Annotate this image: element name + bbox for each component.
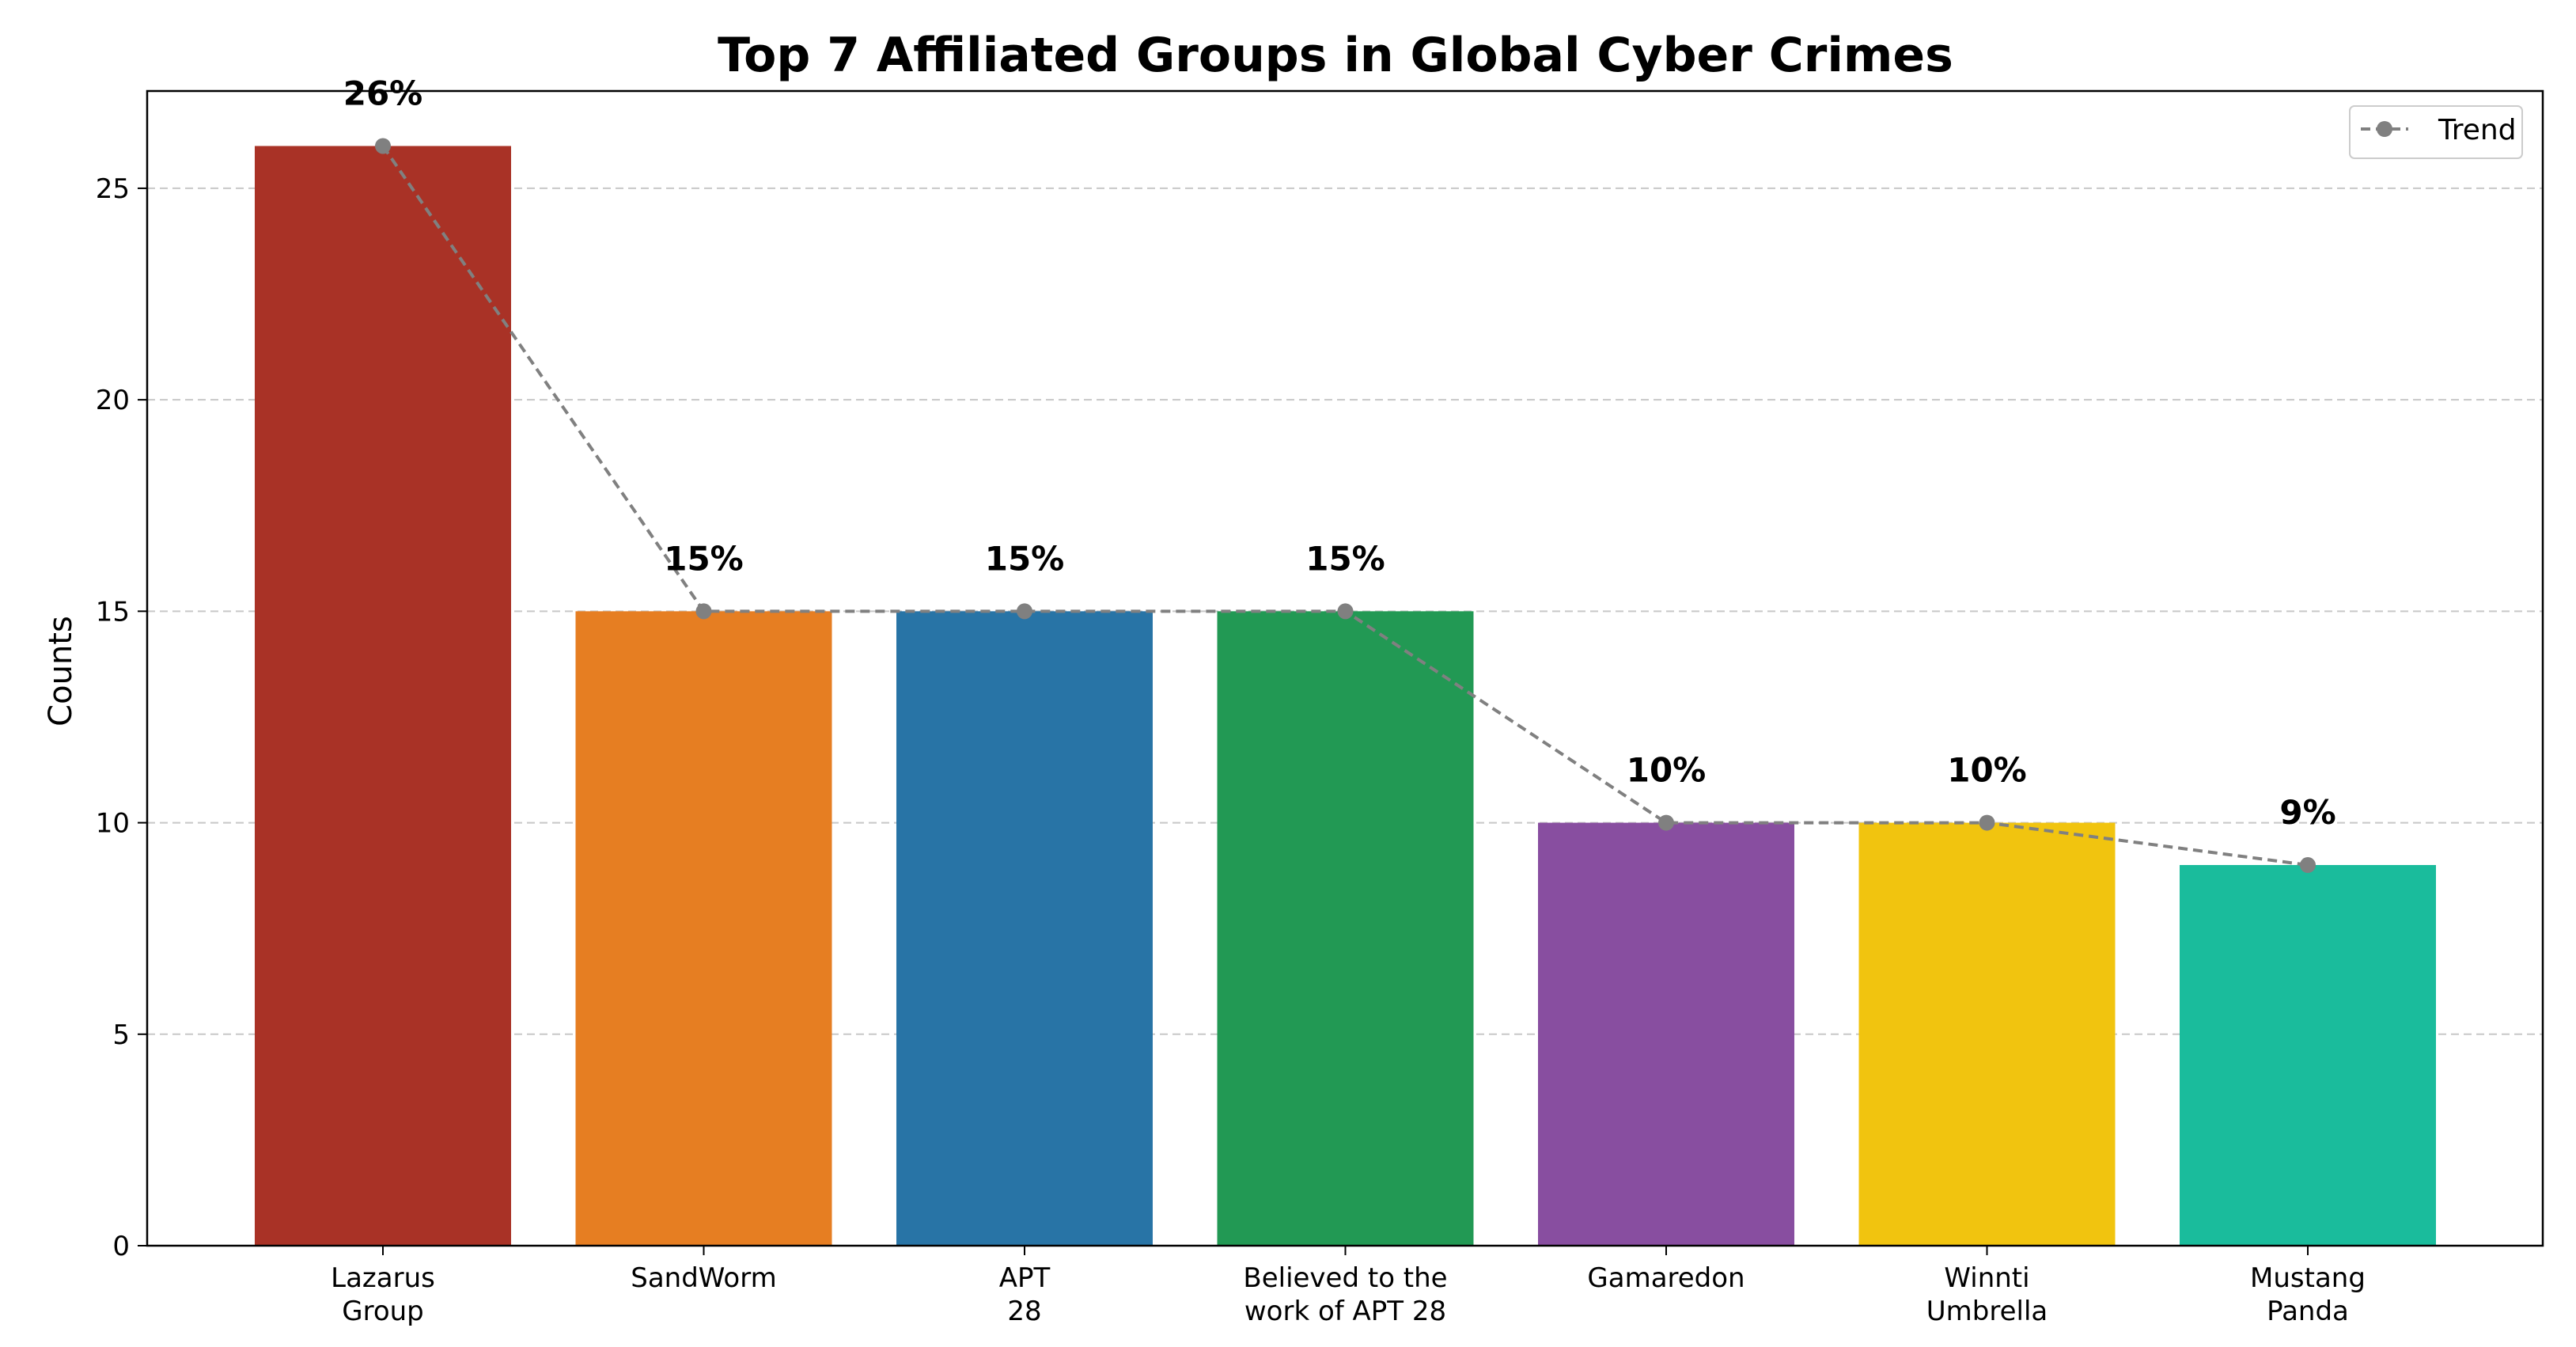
x-tick-label-line: Gamaredon	[1587, 1262, 1744, 1294]
y-tick-label: 0	[112, 1231, 130, 1262]
x-tick-label: APT 28	[999, 1262, 1051, 1327]
x-tick-label-line: Lazarus	[331, 1262, 435, 1294]
x-tick-label-line: work of APT 28	[1244, 1296, 1446, 1327]
bar	[2180, 865, 2436, 1246]
x-tick-label-line: Umbrella	[1926, 1296, 2048, 1327]
legend-trend-marker	[2377, 121, 2392, 137]
x-tick-label-line: Winnti	[1944, 1262, 2029, 1294]
legend-trend-label: Trend	[2438, 114, 2517, 146]
trend-marker	[2300, 857, 2316, 874]
bar	[1538, 822, 1794, 1246]
data-label: 26%	[343, 74, 423, 112]
data-label: 9%	[2279, 793, 2335, 832]
bar	[575, 611, 832, 1246]
legend: Trend	[2349, 105, 2523, 159]
x-tick-label: Mustang Panda	[2250, 1262, 2366, 1327]
x-tick-label: Gamaredon	[1587, 1262, 1744, 1294]
x-tick-label-line: Panda	[2267, 1296, 2349, 1327]
x-tick-label-line: 28	[1007, 1296, 1041, 1327]
data-label: 15%	[985, 539, 1065, 578]
axes-layer: 0 5 10 15 20 25 Lazarus Group SandWorm APT 28 Belie…	[96, 89, 2544, 1327]
x-tick-label: SandWorm	[631, 1262, 776, 1294]
data-label: 15%	[1305, 539, 1385, 578]
bar	[1858, 822, 2116, 1246]
x-tick-label: Believed to the work of APT 28	[1243, 1262, 1447, 1327]
x-tick-label: Lazarus Group	[331, 1262, 435, 1327]
trend-marker	[1337, 603, 1354, 620]
y-axis-label: Counts	[43, 616, 79, 727]
data-labels-layer: 26% 15% 15% 15% 10% 10% 9%	[343, 74, 2336, 832]
x-tick-label-line: Believed to the	[1243, 1262, 1447, 1294]
trend-marker	[1658, 814, 1674, 831]
trend-marker	[1979, 814, 1995, 831]
data-label: 10%	[1627, 751, 1707, 790]
bar	[1217, 611, 1474, 1246]
y-tick-label: 5	[112, 1019, 130, 1051]
trend-marker	[1017, 603, 1032, 620]
bar	[255, 146, 511, 1246]
x-tick-label-line: APT	[999, 1262, 1051, 1294]
bars-layer	[255, 146, 2436, 1246]
x-tick-label-line: Group	[342, 1296, 424, 1327]
y-tick-label: 25	[96, 173, 130, 205]
x-tick-label: Winnti Umbrella	[1926, 1262, 2048, 1327]
trend-marker	[375, 138, 391, 154]
data-label: 15%	[664, 539, 744, 578]
y-tick-label: 10	[96, 808, 130, 840]
legend-box	[2349, 105, 2523, 159]
plot-frame	[146, 89, 2544, 1247]
y-tick-label: 15	[96, 596, 130, 628]
x-tick-label-line: Mustang	[2250, 1262, 2366, 1294]
y-tick-label: 20	[96, 385, 130, 416]
chart-title: Top 7 Affiliated Groups in Global Cyber …	[718, 28, 1953, 83]
data-label: 10%	[1947, 751, 2027, 790]
trend-marker	[695, 603, 712, 620]
x-tick-label-line: SandWorm	[631, 1262, 776, 1294]
bar	[896, 611, 1153, 1246]
trend-layer	[375, 138, 2316, 874]
